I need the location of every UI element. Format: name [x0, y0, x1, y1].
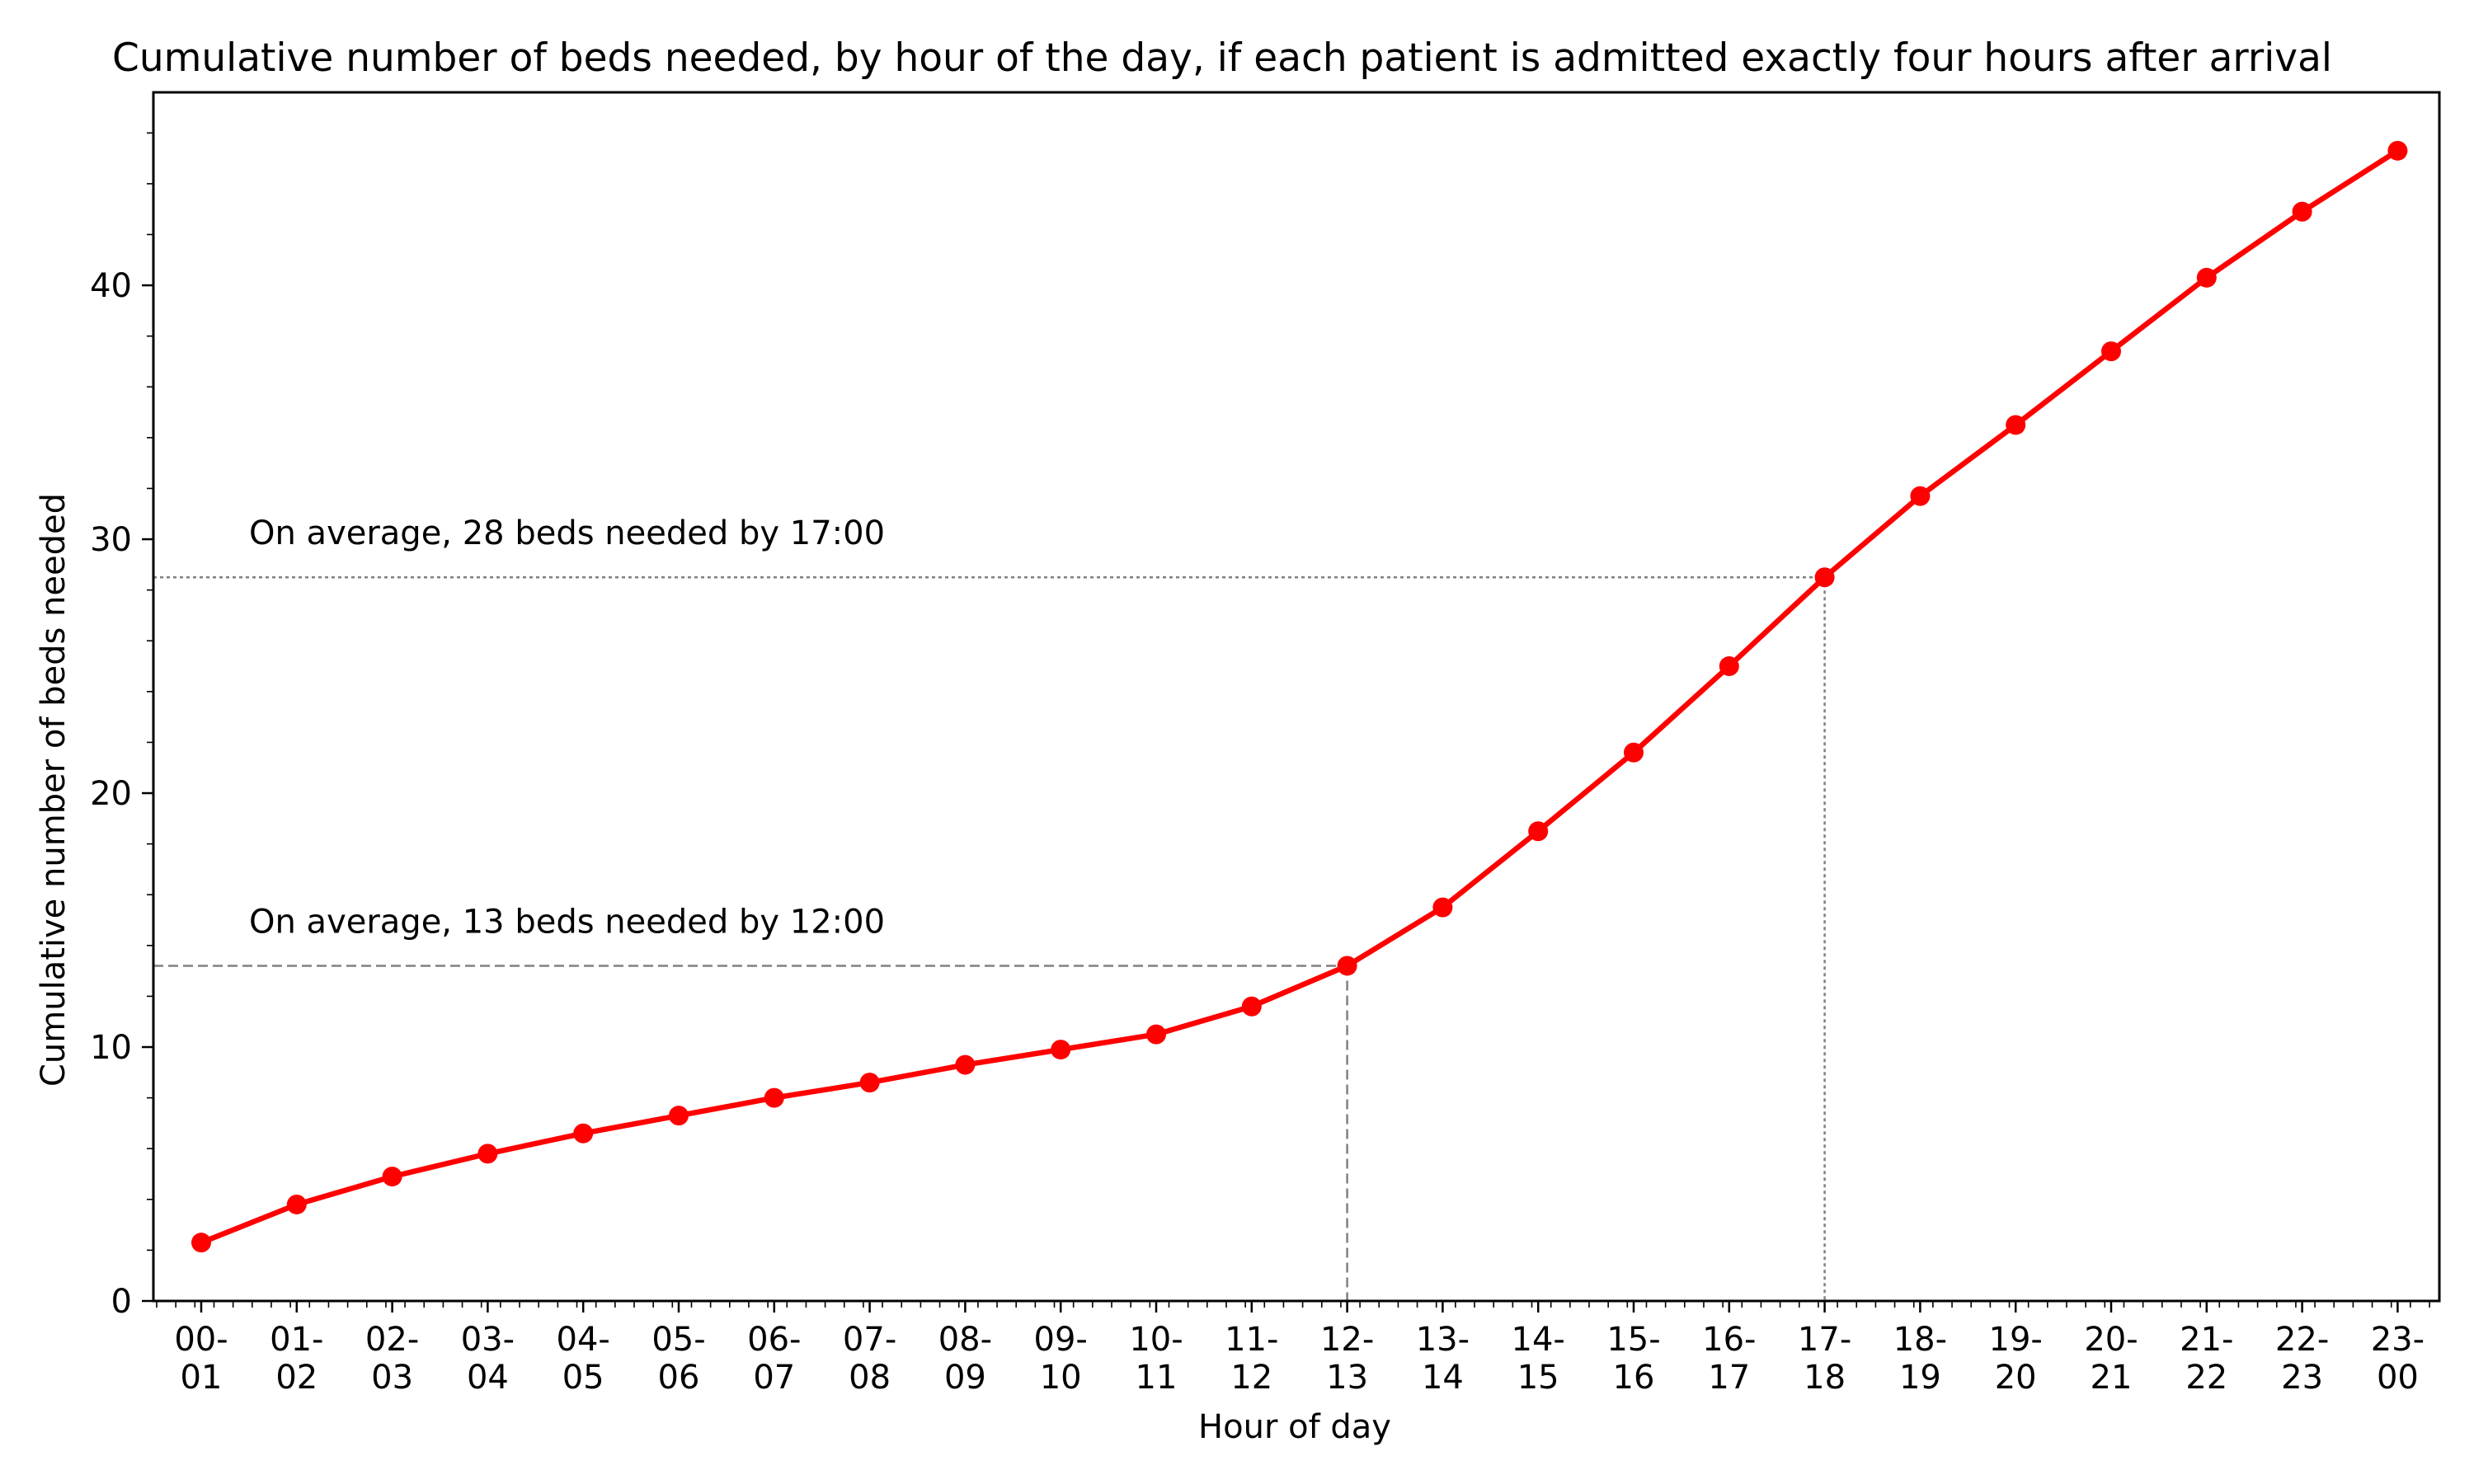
data-point — [286, 1194, 307, 1214]
x-tick-label-line1: 00- — [174, 1321, 228, 1359]
data-point — [1337, 956, 1357, 976]
x-tick-label-line2: 04 — [467, 1359, 509, 1397]
x-tick-label-line2: 18 — [1804, 1359, 1846, 1397]
data-point — [1528, 821, 1549, 842]
x-tick-label-line2: 14 — [1422, 1359, 1464, 1397]
data-point — [955, 1054, 976, 1075]
x-tick-label-line2: 23 — [2281, 1359, 2323, 1397]
series-line — [198, 148, 2401, 1246]
y-tick-label: 30 — [90, 521, 132, 559]
x-tick-label-line2: 02 — [275, 1359, 317, 1397]
x-tick-label-line2: 15 — [1517, 1359, 1559, 1397]
data-point — [859, 1073, 880, 1093]
x-tick-label-line2: 17 — [1708, 1359, 1750, 1397]
data-point — [1146, 1024, 1166, 1045]
x-tick-label-line1: 12- — [1320, 1321, 1374, 1359]
axis-ticks: 0 10 20 30 40 00-01 01-02 02-03 03-04 04-05 05-06 0… — [90, 132, 2430, 1397]
x-tick-label-line2: 21 — [2091, 1359, 2133, 1397]
x-tick-label-line2: 03 — [371, 1359, 413, 1397]
data-point — [1624, 742, 1644, 763]
x-tick-label-line1: 14- — [1512, 1321, 1565, 1359]
x-tick-label-line1: 06- — [747, 1321, 801, 1359]
x-tick-label-line1: 11- — [1225, 1321, 1278, 1359]
series — [191, 140, 2408, 1253]
x-tick-label-line1: 20- — [2084, 1321, 2138, 1359]
data-point — [1241, 996, 1262, 1017]
x-tick-label-line1: 19- — [1989, 1321, 2043, 1359]
x-tick-label-line1: 15- — [1606, 1321, 1660, 1359]
x-tick-label-line1: 18- — [1893, 1321, 1947, 1359]
x-tick-label-line1: 23- — [2371, 1321, 2425, 1359]
x-tick-label-line2: 05 — [562, 1359, 604, 1397]
x-tick-label-line2: 00 — [2377, 1359, 2419, 1397]
chart-title: Cumulative number of beds needed, by hou… — [112, 35, 2332, 81]
x-tick-label-line1: 03- — [461, 1321, 515, 1359]
x-tick-label-line2: 13 — [1326, 1359, 1368, 1397]
data-point — [2006, 415, 2026, 435]
x-tick-label-line2: 12 — [1230, 1359, 1272, 1397]
x-tick-label-line1: 17- — [1798, 1321, 1851, 1359]
x-tick-label-line2: 01 — [181, 1359, 223, 1397]
plot-area-frame — [152, 91, 2441, 1303]
x-tick-label-line2: 16 — [1613, 1359, 1655, 1397]
x-tick-label-line1: 10- — [1129, 1321, 1183, 1359]
data-point — [382, 1167, 402, 1187]
data-point — [669, 1106, 689, 1126]
x-tick-label-line2: 20 — [1995, 1359, 2037, 1397]
y-tick-label: 20 — [90, 775, 132, 813]
data-point — [191, 1233, 211, 1253]
x-tick-label-line1: 08- — [938, 1321, 992, 1359]
x-tick-label-line1: 13- — [1416, 1321, 1470, 1359]
y-tick-label: 10 — [90, 1029, 132, 1067]
data-point — [1051, 1040, 1071, 1060]
x-tick-label-line2: 10 — [1040, 1359, 1082, 1397]
reference-lines: On average, 13 beds needed by 12:00 On av… — [153, 514, 1826, 1301]
data-point — [1432, 897, 1453, 918]
x-tick-label-line2: 07 — [753, 1359, 795, 1397]
y-tick-label: 40 — [90, 267, 132, 305]
x-tick-label-line1: 09- — [1034, 1321, 1088, 1359]
y-tick-label: 0 — [111, 1283, 132, 1321]
data-point — [2292, 201, 2312, 222]
data-point — [2196, 267, 2217, 288]
x-tick-label-line1: 02- — [365, 1321, 419, 1359]
data-point — [477, 1144, 498, 1164]
data-point — [1719, 656, 1739, 677]
x-tick-label-line1: 05- — [651, 1321, 705, 1359]
y-axis-label: Cumulative number of beds needed — [35, 493, 73, 1087]
x-axis-label: Hour of day — [1198, 1408, 1391, 1446]
x-tick-label-line1: 07- — [843, 1321, 896, 1359]
x-tick-label-line2: 09 — [944, 1359, 986, 1397]
x-tick-label-line1: 16- — [1702, 1321, 1756, 1359]
data-point — [573, 1123, 594, 1144]
data-point — [1814, 567, 1835, 588]
x-tick-label-line2: 22 — [2185, 1359, 2227, 1397]
data-point — [1910, 486, 1931, 506]
x-tick-label-line1: 21- — [2180, 1321, 2233, 1359]
x-tick-label-line2: 06 — [658, 1359, 700, 1397]
data-point — [764, 1087, 784, 1108]
x-tick-label-line1: 04- — [557, 1321, 610, 1359]
data-point — [2387, 140, 2408, 161]
x-tick-label-line2: 08 — [849, 1359, 891, 1397]
x-tick-label-line1: 01- — [270, 1321, 323, 1359]
x-tick-label-line2: 19 — [1899, 1359, 1941, 1397]
x-tick-label-line2: 11 — [1136, 1359, 1178, 1397]
annotation-text: On average, 13 beds needed by 12:00 — [249, 903, 885, 941]
x-tick-label-line1: 22- — [2275, 1321, 2329, 1359]
annotation-text: On average, 28 beds needed by 17:00 — [249, 514, 885, 552]
data-point — [2101, 341, 2121, 362]
